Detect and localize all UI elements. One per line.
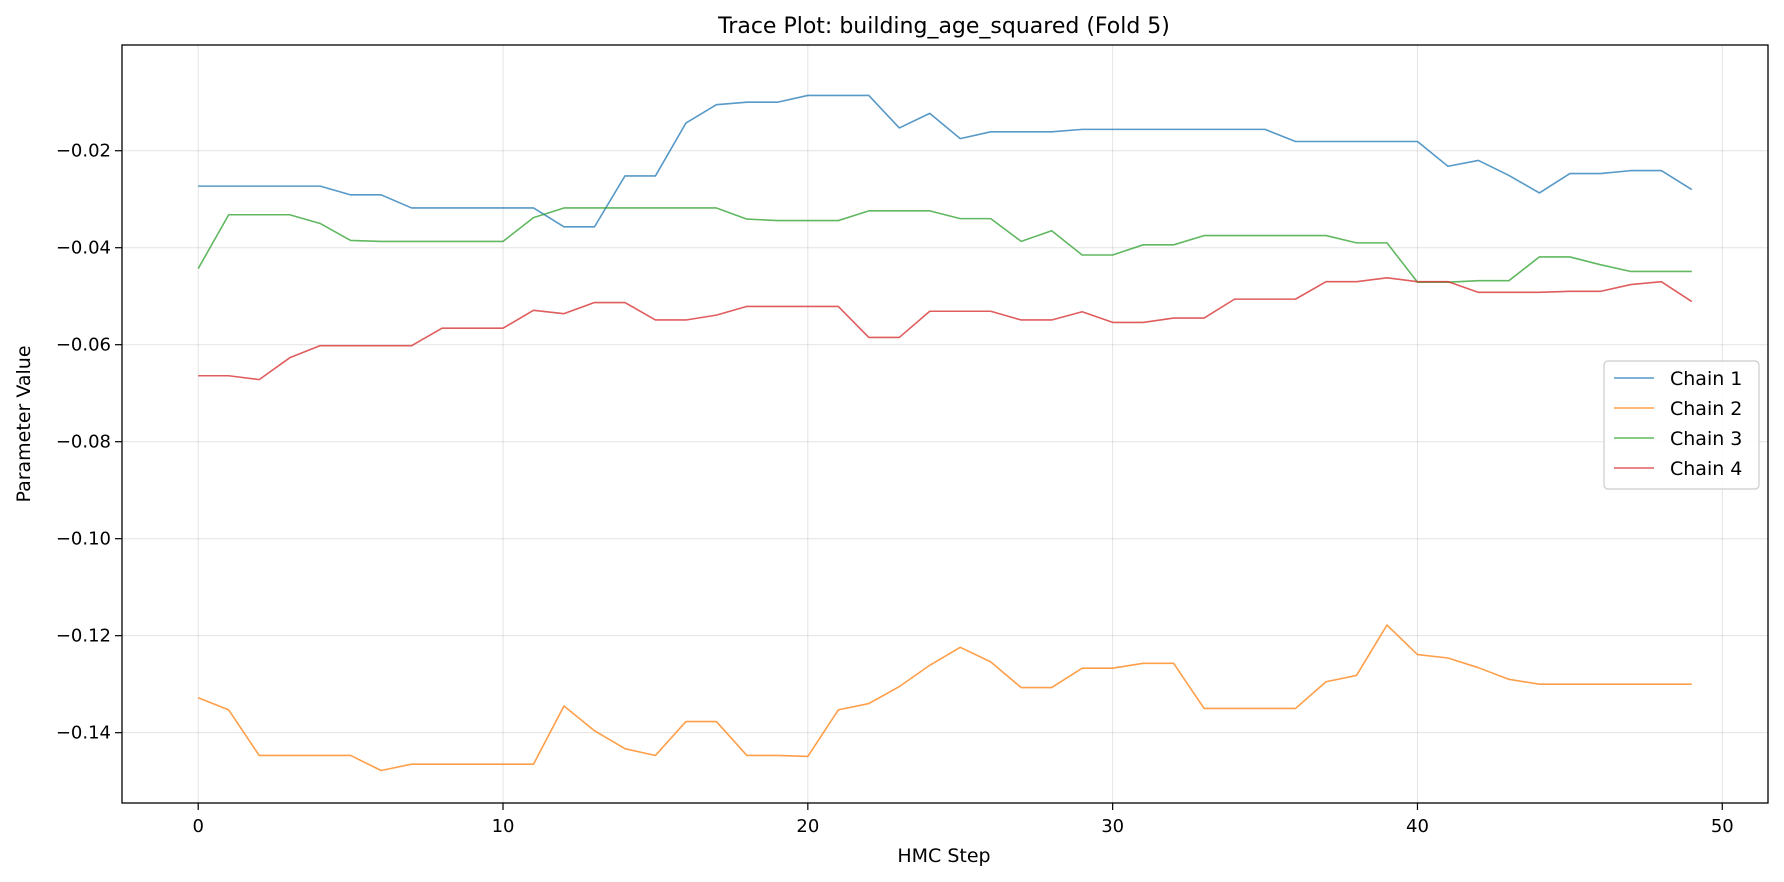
- x-tick-label: 0: [192, 816, 203, 837]
- y-tick-label: −0.04: [56, 238, 111, 259]
- legend-label: Chain 3: [1670, 428, 1742, 450]
- legend: Chain 1 Chain 2 Chain 3 Chain 4: [1603, 360, 1760, 490]
- legend-label: Chain 2: [1670, 398, 1742, 420]
- y-tick-label: −0.02: [56, 141, 111, 162]
- series-line-chain-1: [198, 94, 1693, 228]
- y-tick-label: −0.12: [56, 626, 111, 647]
- y-tick-label: −0.06: [56, 335, 111, 356]
- x-tick-label: 40: [1406, 816, 1429, 837]
- x-tick-label: 30: [1101, 816, 1124, 837]
- y-axis-label: Parameter Value: [13, 345, 35, 502]
- series-lines: [197, 94, 1693, 772]
- series-line-chain-2: [197, 624, 1692, 772]
- chart-title: Trace Plot: building_age_squared (Fold 5…: [717, 14, 1170, 39]
- legend-label: Chain 1: [1670, 368, 1742, 390]
- y-tick-label: −0.14: [56, 723, 111, 744]
- y-tick-label: −0.10: [56, 529, 111, 550]
- x-tick-label: 20: [796, 816, 819, 837]
- series-line-chain-4: [198, 276, 1693, 381]
- y-axis-ticks: −0.02 −0.04 −0.06 −0.08 −0.10 −0.12 −0.14: [56, 141, 122, 744]
- x-tick-label: 50: [1711, 816, 1734, 837]
- x-axis-label: HMC Step: [897, 845, 990, 867]
- y-tick-label: −0.08: [56, 432, 111, 453]
- x-axis-ticks: 0 10 20 30 40 50: [192, 803, 1734, 837]
- plot-frame: [121, 44, 1769, 804]
- x-tick-label: 10: [492, 816, 515, 837]
- legend-label: Chain 4: [1670, 458, 1742, 480]
- legend-box: [1603, 360, 1760, 490]
